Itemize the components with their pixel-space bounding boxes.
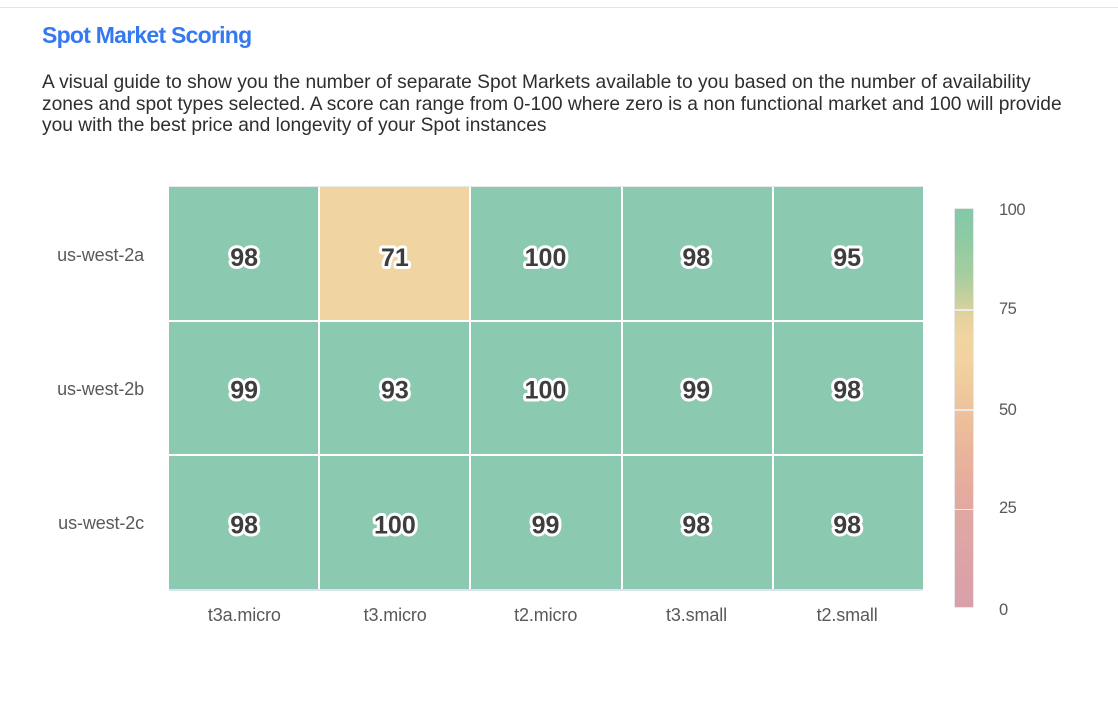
svg-text:98: 98 [230,244,258,272]
svg-text:71: 71 [381,244,409,272]
svg-text:93: 93 [381,377,409,405]
svg-text:99: 99 [682,377,710,405]
svg-text:99: 99 [230,377,258,405]
svg-text:100: 100 [525,377,567,405]
svg-text:98: 98 [833,377,861,405]
svg-text:98: 98 [833,512,861,540]
svg-text:95: 95 [833,244,861,272]
svg-text:100: 100 [525,244,567,272]
svg-text:100: 100 [374,512,416,540]
svg-text:99: 99 [532,512,560,540]
svg-text:98: 98 [682,512,710,540]
svg-text:98: 98 [230,512,258,540]
svg-text:98: 98 [682,244,710,272]
